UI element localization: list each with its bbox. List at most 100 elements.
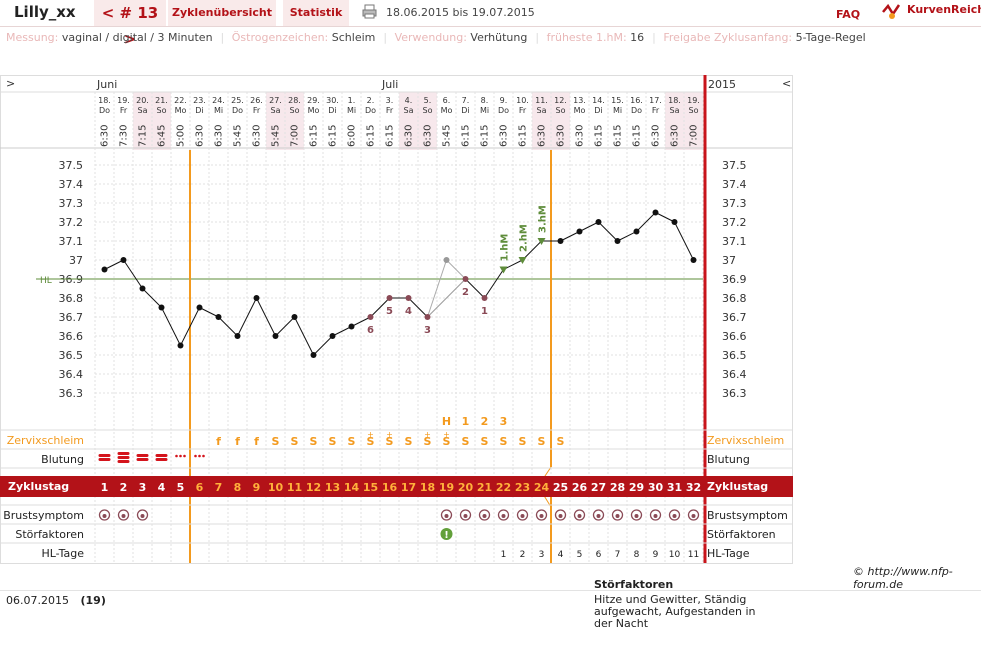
faq-link[interactable]: FAQ	[836, 8, 861, 21]
y-tick-label-right: 37.3	[722, 197, 747, 210]
row-label-right-bleeding: Blutung	[707, 453, 750, 466]
temperature-line-segment	[351, 316, 371, 327]
cycle-day-number: 6	[196, 481, 204, 494]
temperature-line-segment	[199, 307, 219, 318]
cycle-day-number: 13	[325, 481, 340, 494]
day-weekday: Mo	[308, 106, 320, 115]
hl-day-number: 8	[634, 550, 640, 560]
temperature-line-segment	[332, 326, 352, 337]
y-tick-label-right: 36.7	[722, 311, 747, 324]
breast-symptom-icon-dot	[539, 514, 544, 518]
day-date: 10.	[516, 96, 529, 105]
temperature-line-segment	[161, 307, 181, 346]
y-tick-label-right: 37.1	[722, 235, 747, 248]
day-time: 5:45	[233, 125, 244, 147]
day-time: 6:45	[157, 125, 168, 147]
mucus-plus: +	[367, 430, 374, 439]
temperature-line-segment	[218, 316, 238, 337]
temperature-line-segment	[408, 297, 428, 318]
hl-day-number: 3	[539, 550, 545, 560]
low-temp-label: 4	[405, 306, 412, 317]
row-label-left-storfaktoren: Störfaktoren	[15, 528, 84, 541]
low-temp-label: 2	[462, 287, 469, 298]
mucus-mark: f	[216, 435, 221, 448]
hl-day-number: 2	[520, 550, 526, 560]
bleeding-light-mark	[183, 454, 186, 458]
day-time: 6:15	[366, 125, 377, 147]
mucus-mark: f	[254, 435, 259, 448]
year-label: 2015	[708, 78, 736, 91]
bleeding-light-mark	[194, 454, 197, 458]
info-key-earliest-hm: früheste 1.hM:	[546, 31, 627, 44]
low-temp-label: 1	[481, 306, 488, 317]
temperature-point	[196, 304, 203, 311]
cycle-nav-button[interactable]: < # 13 >	[94, 0, 166, 48]
day-date: 19.	[687, 96, 700, 105]
day-date: 9.	[500, 96, 508, 105]
day-time: 6:15	[594, 125, 605, 147]
brand-link[interactable]: KurvenReich	[907, 3, 981, 16]
temperature-point	[633, 228, 640, 235]
info-separator: |	[652, 31, 656, 44]
temperature-point	[329, 333, 336, 339]
cycle-day-number: 27	[591, 481, 606, 494]
day-date: 5.	[424, 96, 432, 105]
cycle-day-number: 8	[234, 481, 242, 494]
cycle-day-number: 30	[648, 481, 664, 494]
low-temp-label: 3	[424, 325, 431, 336]
low-temp-point	[405, 295, 412, 301]
hl-day-number: 7	[615, 550, 621, 560]
temperature-point	[595, 219, 602, 225]
excluded-line-segment	[446, 259, 466, 280]
y-tick-label-left: 36.4	[59, 368, 84, 381]
low-temp-point	[367, 314, 374, 320]
mucus-mark: S	[462, 435, 470, 448]
day-time: 6:15	[461, 125, 472, 147]
month-label: Juli	[381, 78, 398, 91]
mucus-mark: f	[235, 435, 240, 448]
info-value-earliest-hm: 16	[630, 31, 645, 44]
day-date: 4.	[405, 96, 413, 105]
day-time: 6:30	[556, 125, 567, 147]
day-time: 6:00	[347, 125, 358, 147]
breast-symptom-icon-dot	[558, 514, 563, 518]
y-tick-label-left: 36.7	[59, 311, 84, 324]
bleeding-heavy-mark	[117, 460, 130, 463]
tab-statistics[interactable]: Statistik	[283, 0, 349, 26]
printer-icon[interactable]	[362, 4, 377, 19]
day-date: 6.	[443, 96, 451, 105]
temperature-point	[139, 285, 146, 292]
day-date: 12.	[554, 96, 567, 105]
mucus-mark: S	[291, 435, 299, 448]
bleeding-heavy-mark	[136, 458, 149, 461]
day-time: 6:30	[252, 125, 263, 147]
weekend-shade	[399, 92, 418, 150]
copyright[interactable]: © http://www.nfp-forum.de	[853, 565, 953, 591]
bleeding-heavy-mark	[117, 456, 130, 459]
selected-date: 06.07.2015	[6, 594, 69, 607]
cycle-day-number: 25	[553, 481, 568, 494]
hl-day-number: 9	[653, 550, 659, 560]
y-tick-label-left: 36.3	[59, 387, 84, 400]
day-time: 7:30	[119, 125, 130, 147]
breast-symptom-icon-dot	[596, 514, 601, 518]
temperature-line-segment	[484, 269, 504, 299]
y-tick-label-right: 37	[722, 254, 736, 267]
cycle-day-number: 14	[344, 481, 360, 494]
day-time: 6:30	[575, 125, 586, 147]
mucus-mark: S	[348, 435, 356, 448]
tab-cycle-overview[interactable]: Zyklenübersicht	[168, 0, 276, 26]
y-tick-label-left: 36.8	[59, 292, 84, 305]
day-time: 6:30	[195, 125, 206, 147]
day-weekday: Do	[498, 106, 509, 115]
cycle-day-number: 24	[534, 481, 550, 494]
day-date: 29.	[307, 96, 320, 105]
day-time: 6:30	[499, 125, 510, 147]
temperature-line-segment	[313, 335, 333, 356]
weekend-shade	[684, 92, 703, 150]
day-weekday: Di	[328, 106, 336, 115]
mucus-peak-label: 1	[462, 415, 470, 428]
day-weekday: Mo	[441, 106, 453, 115]
mucus-plus: +	[386, 430, 393, 439]
y-tick-label-left: 37	[69, 254, 83, 267]
